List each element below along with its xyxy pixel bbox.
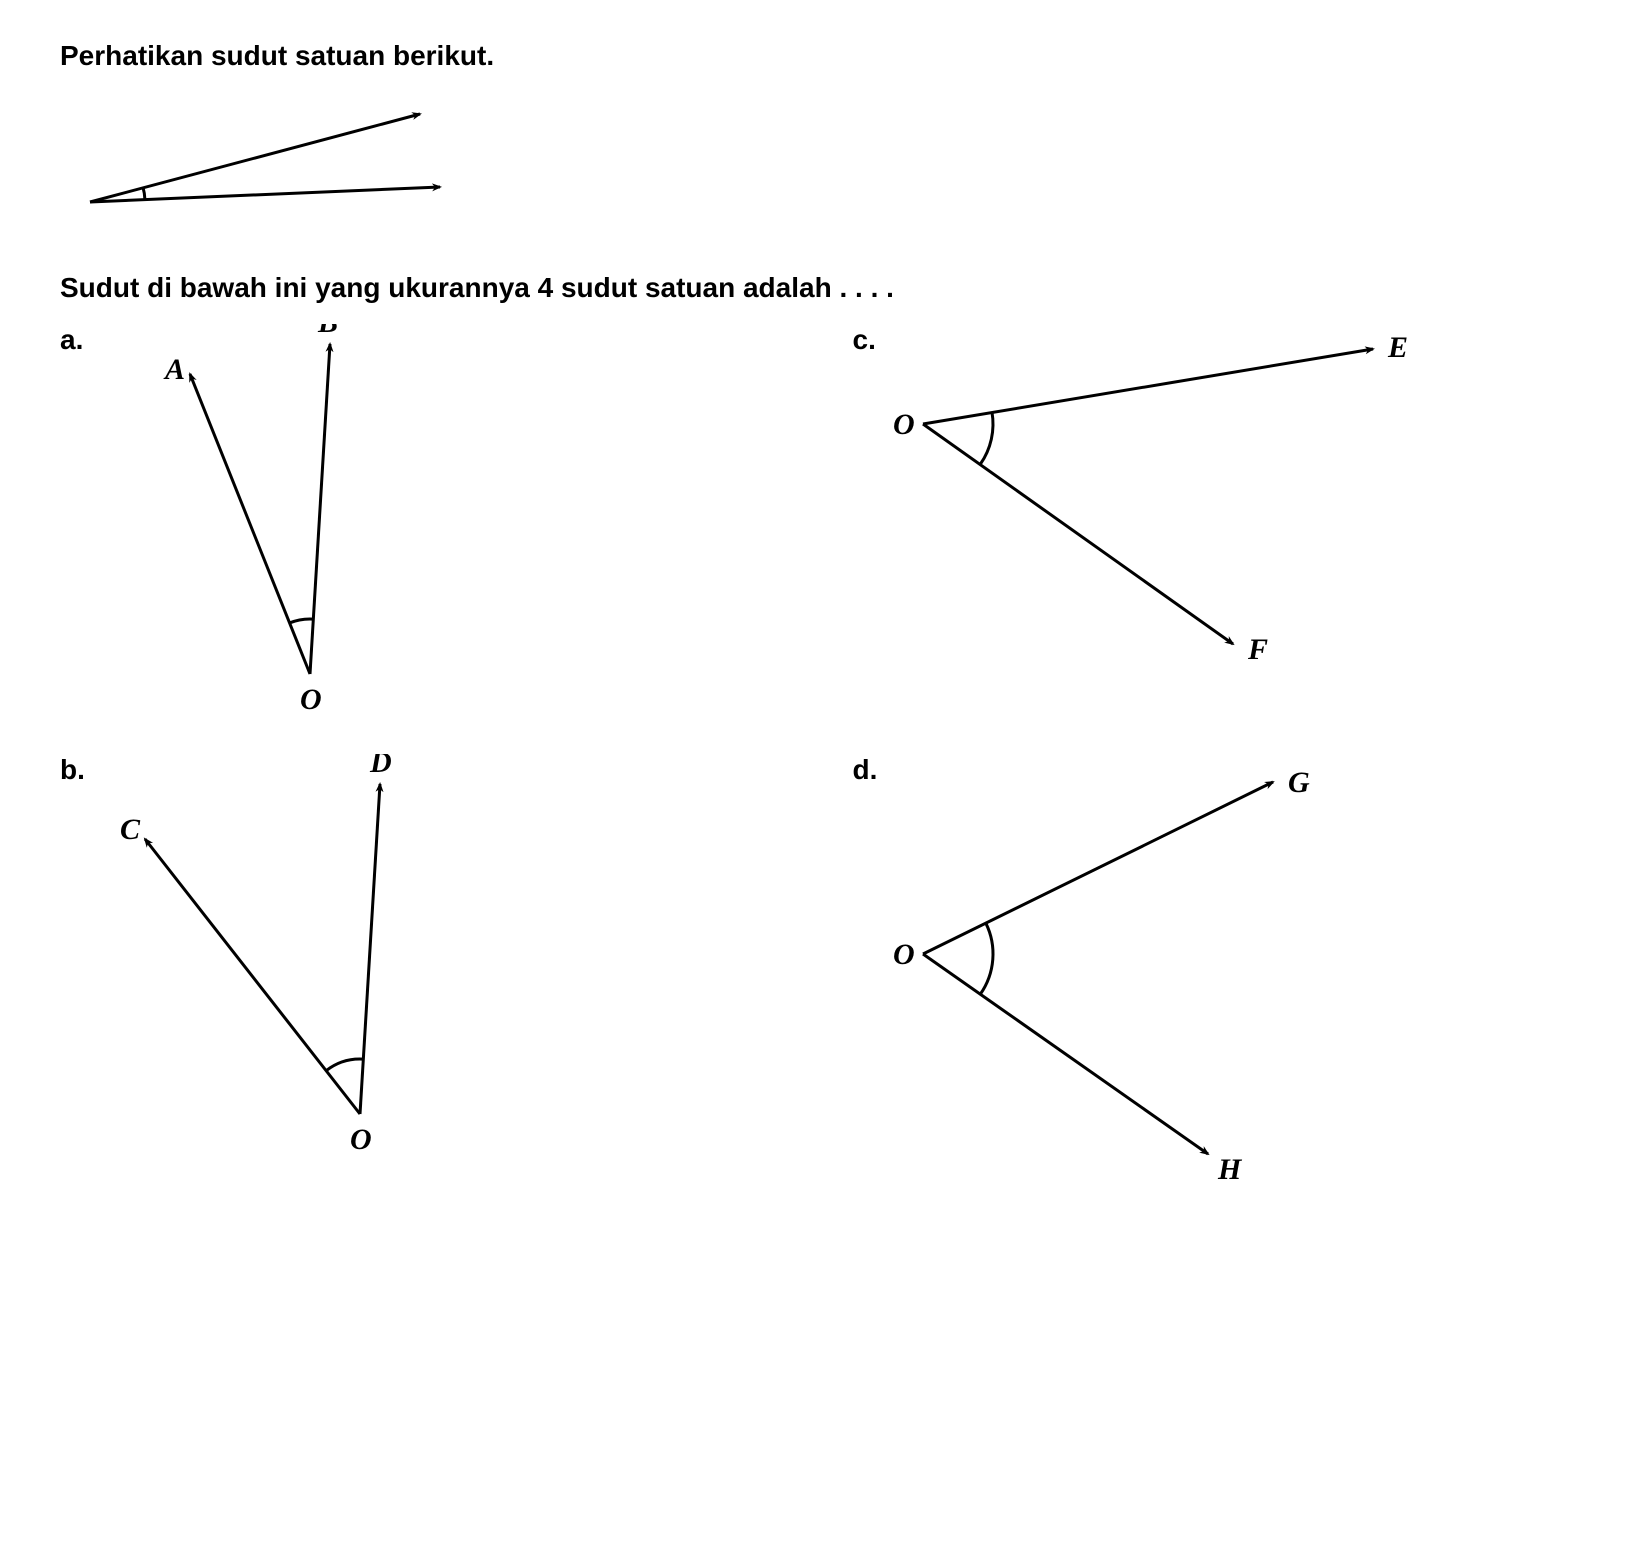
svg-text:E: E — [1387, 331, 1408, 364]
svg-text:G: G — [1288, 766, 1310, 799]
svg-text:F: F — [1247, 633, 1268, 666]
question-text: Sudut di bawah ini yang ukurannya 4 sudu… — [60, 272, 1565, 304]
option-a-svg: A B O — [60, 324, 620, 724]
svg-text:O: O — [300, 683, 322, 716]
heading: Perhatikan sudut satuan berikut. — [60, 40, 1565, 72]
option-d-svg: G H O — [853, 754, 1413, 1184]
option-d-label: d. — [853, 754, 878, 786]
option-d: d. G H O — [853, 754, 1566, 1184]
options-grid: a. A B O c. E F O b. C D O d. G H O — [60, 324, 1565, 1184]
svg-text:C: C — [120, 813, 141, 846]
option-b: b. C D O — [60, 754, 773, 1184]
option-c-svg: E F O — [853, 324, 1413, 684]
svg-text:O: O — [893, 408, 915, 441]
svg-text:B: B — [317, 324, 338, 339]
option-a: a. A B O — [60, 324, 773, 724]
option-b-svg: C D O — [60, 754, 620, 1164]
svg-text:A: A — [163, 353, 185, 386]
svg-text:O: O — [350, 1123, 372, 1156]
reference-angle-svg — [60, 92, 480, 232]
option-a-label: a. — [60, 324, 83, 356]
svg-text:O: O — [893, 938, 915, 971]
option-b-label: b. — [60, 754, 85, 786]
svg-text:D: D — [369, 754, 392, 779]
reference-angle-figure — [60, 92, 1565, 232]
option-c: c. E F O — [853, 324, 1566, 724]
option-c-label: c. — [853, 324, 876, 356]
svg-text:H: H — [1217, 1153, 1243, 1184]
